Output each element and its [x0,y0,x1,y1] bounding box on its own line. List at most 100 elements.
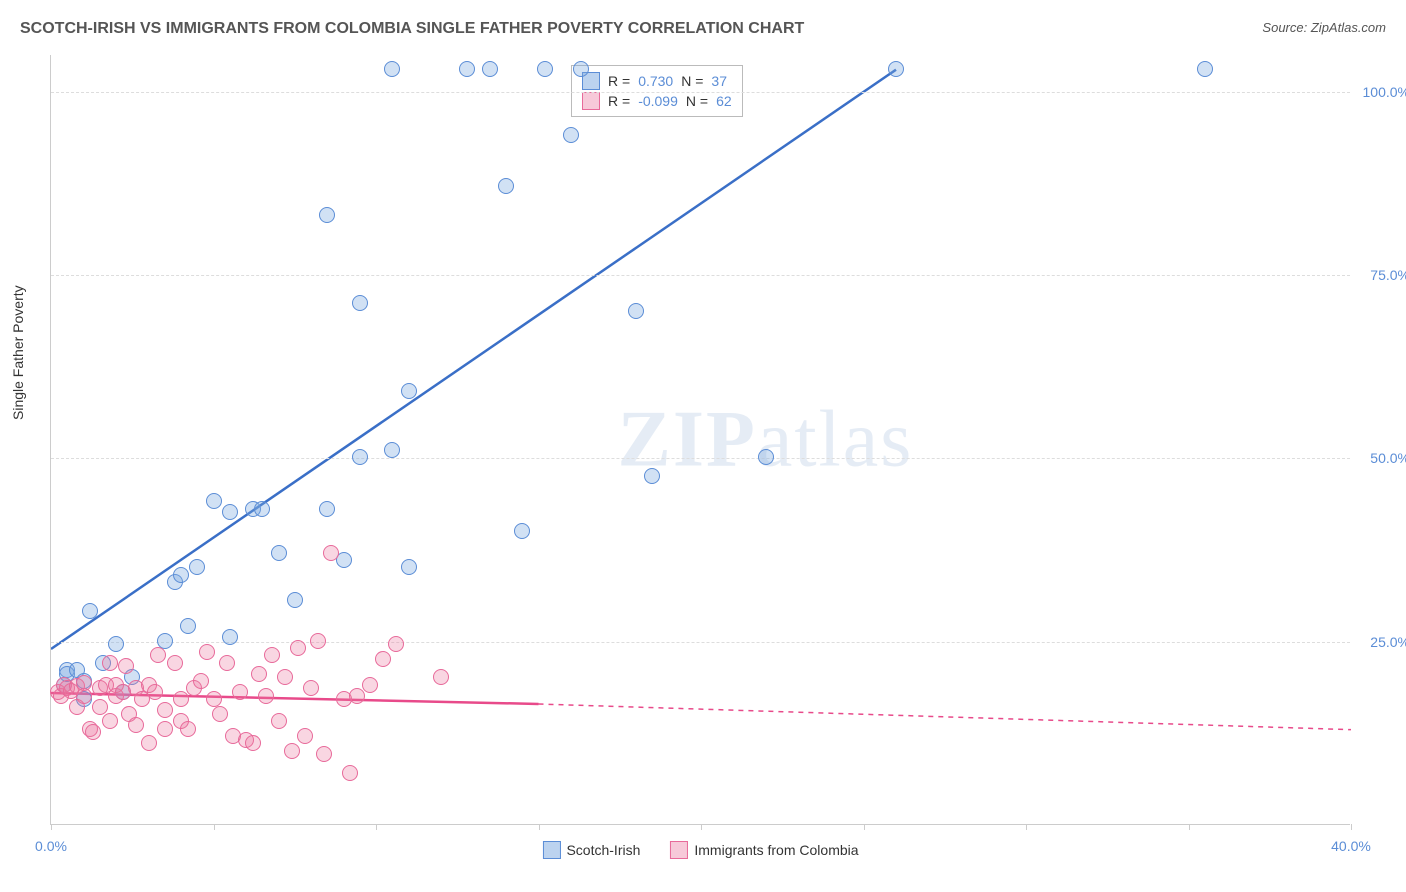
xtick [1026,824,1027,830]
data-point [199,644,215,660]
data-point [628,303,644,319]
r-value-blue: 0.730 [638,73,673,89]
data-point [310,633,326,649]
xtick [701,824,702,830]
data-point [290,640,306,656]
data-point [271,713,287,729]
data-point [319,501,335,517]
chart-area: ZIPatlas R = 0.730 N = 37 R = -0.099 N =… [50,55,1350,825]
data-point [297,728,313,744]
data-point [271,545,287,561]
data-point [384,61,400,77]
data-point [514,523,530,539]
data-point [118,658,134,674]
data-point [150,647,166,663]
data-point [141,735,157,751]
xtick-label: 0.0% [35,838,67,854]
data-point [388,636,404,652]
data-point [82,603,98,619]
data-point [102,655,118,671]
xtick [376,824,377,830]
data-point [277,669,293,685]
xtick [864,824,865,830]
xtick [1189,824,1190,830]
r-label: R = [608,93,630,109]
data-point [180,721,196,737]
data-point [254,501,270,517]
gridline [51,458,1350,459]
data-point [459,61,475,77]
data-point [232,684,248,700]
data-point [222,629,238,645]
data-point [258,688,274,704]
xtick [1351,824,1352,830]
data-point [157,721,173,737]
data-point [284,743,300,759]
watermark: ZIPatlas [617,394,913,485]
data-point [173,567,189,583]
data-point [102,713,118,729]
data-point [319,207,335,223]
data-point [1197,61,1213,77]
regression-lines [51,55,1351,825]
data-point [352,449,368,465]
data-point [573,61,589,77]
data-point [128,717,144,733]
data-point [303,680,319,696]
r-label: R = [608,73,630,89]
data-point [167,655,183,671]
data-point [193,673,209,689]
data-point [251,666,267,682]
bottom-legend: Scotch-Irish Immigrants from Colombia [542,841,858,859]
data-point [362,677,378,693]
data-point [401,383,417,399]
data-point [563,127,579,143]
data-point [482,61,498,77]
xtick [214,824,215,830]
data-point [323,545,339,561]
data-point [537,61,553,77]
data-point [92,699,108,715]
data-point [206,493,222,509]
chart-title: SCOTCH-IRISH VS IMMIGRANTS FROM COLOMBIA… [20,20,804,38]
plot-region: ZIPatlas R = 0.730 N = 37 R = -0.099 N =… [50,55,1350,825]
data-point [245,735,261,751]
data-point [222,504,238,520]
data-point [758,449,774,465]
data-point [219,655,235,671]
source-attribution: Source: ZipAtlas.com [1262,20,1386,35]
legend-item-pink: Immigrants from Colombia [670,841,858,859]
legend-item-blue: Scotch-Irish [542,841,640,859]
gridline [51,275,1350,276]
gridline [51,642,1350,643]
ytick-label: 100.0% [1363,84,1406,100]
legend-label-blue: Scotch-Irish [566,842,640,858]
data-point [157,702,173,718]
swatch-blue [542,841,560,859]
swatch-pink [670,841,688,859]
n-value-blue: 37 [711,73,727,89]
data-point [206,691,222,707]
y-axis-label: Single Father Poverty [10,285,26,420]
data-point [147,684,163,700]
r-value-pink: -0.099 [638,93,678,109]
data-point [157,633,173,649]
data-point [349,688,365,704]
xtick-label: 40.0% [1331,838,1371,854]
data-point [384,442,400,458]
data-point [342,765,358,781]
source-value: ZipAtlas.com [1311,20,1386,35]
data-point [352,295,368,311]
n-value-pink: 62 [716,93,732,109]
ytick-label: 25.0% [1370,634,1406,650]
gridline [51,92,1350,93]
ytick-label: 50.0% [1370,450,1406,466]
data-point [375,651,391,667]
data-point [85,724,101,740]
legend-stats-row-pink: R = -0.099 N = 62 [582,92,732,110]
ytick-label: 75.0% [1370,267,1406,283]
n-label: N = [686,93,708,109]
data-point [888,61,904,77]
xtick [539,824,540,830]
data-point [76,688,92,704]
